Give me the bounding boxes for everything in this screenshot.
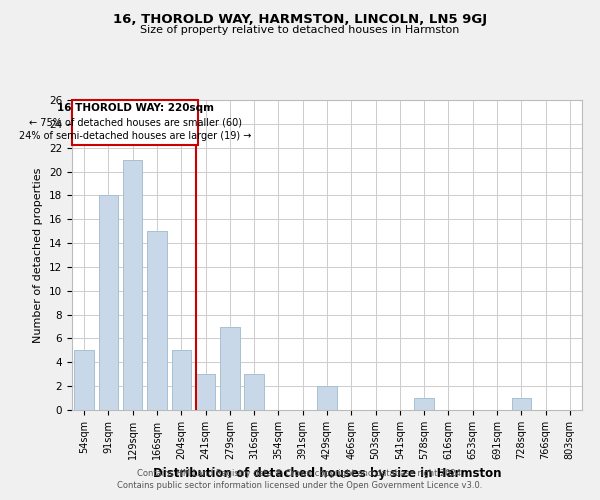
Bar [317, 386, 337, 410]
Text: Contains public sector information licensed under the Open Government Licence v3: Contains public sector information licen… [118, 481, 482, 490]
Text: Contains HM Land Registry data © Crown copyright and database right 2024.: Contains HM Land Registry data © Crown c… [137, 468, 463, 477]
Y-axis label: Number of detached properties: Number of detached properties [34, 168, 43, 342]
Bar [147, 231, 167, 410]
Bar [415, 398, 434, 410]
Text: ← 75% of detached houses are smaller (60): ← 75% of detached houses are smaller (60… [29, 117, 242, 127]
Bar [99, 196, 118, 410]
Text: Size of property relative to detached houses in Harmston: Size of property relative to detached ho… [140, 25, 460, 35]
Bar [72, 100, 198, 146]
Bar [512, 398, 531, 410]
Text: 24% of semi-detached houses are larger (19) →: 24% of semi-detached houses are larger (… [19, 131, 251, 141]
Text: 16 THOROLD WAY: 220sqm: 16 THOROLD WAY: 220sqm [56, 103, 214, 113]
Bar [172, 350, 191, 410]
Text: 16, THOROLD WAY, HARMSTON, LINCOLN, LN5 9GJ: 16, THOROLD WAY, HARMSTON, LINCOLN, LN5 … [113, 12, 487, 26]
Bar [220, 326, 239, 410]
X-axis label: Distribution of detached houses by size in Harmston: Distribution of detached houses by size … [153, 468, 501, 480]
Bar [74, 350, 94, 410]
Bar [244, 374, 264, 410]
Bar [123, 160, 142, 410]
Bar [196, 374, 215, 410]
